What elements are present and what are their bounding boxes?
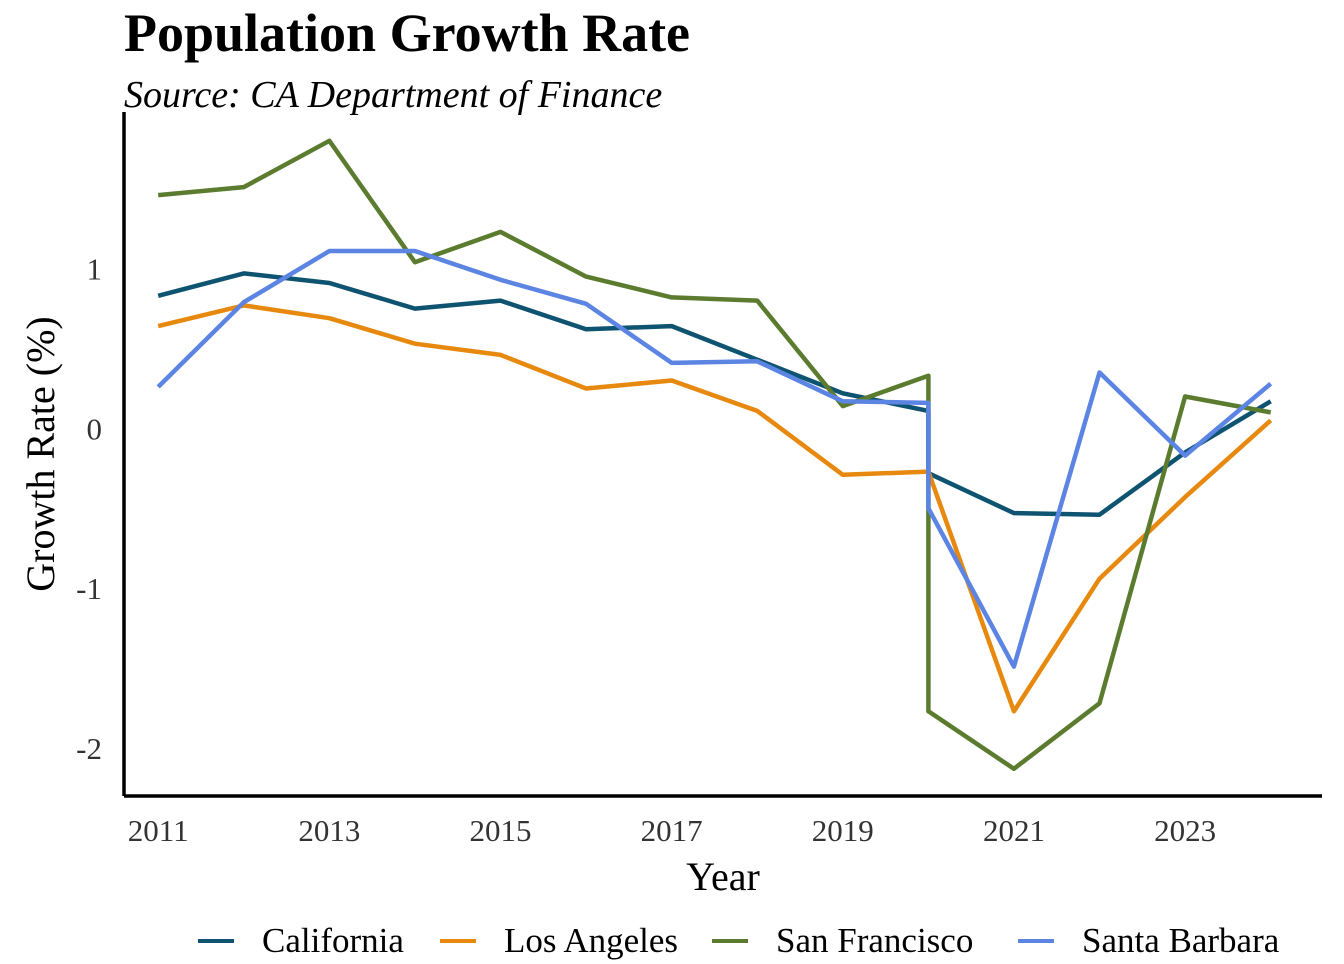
legend-item-san-francisco: San Francisco	[712, 918, 973, 964]
legend-key	[712, 939, 748, 943]
y-tick-label: -2	[76, 731, 102, 766]
chart-legend: California Los Angeles San Francisco Santa …	[0, 918, 1344, 964]
x-tick-label: 2019	[812, 813, 874, 848]
legend-label: Los Angeles	[504, 921, 679, 960]
legend-item-california: California	[198, 918, 404, 964]
x-tick-labels: 2011 2013 2015 2017 2019 2021 2023	[128, 813, 1216, 848]
legend-label: San Francisco	[776, 921, 974, 960]
x-axis-title: Year	[686, 854, 760, 899]
x-tick-label: 2023	[1154, 813, 1216, 848]
legend-item-los-angeles: Los Angeles	[440, 918, 678, 964]
legend-item-santa-barbara: Santa Barbara	[1018, 918, 1279, 964]
legend-key	[198, 939, 234, 943]
series-line-los-angeles	[157, 303, 1273, 714]
legend-key	[1018, 939, 1054, 943]
chart-subtitle: Source: CA Department of Finance	[124, 74, 663, 116]
x-tick-label: 2011	[128, 813, 189, 848]
y-tick-labels: -2 -1 0 1	[76, 252, 102, 766]
series-line-santa-barbara	[156, 248, 1273, 669]
y-tick-label: 0	[87, 411, 103, 446]
x-tick-label: 2017	[641, 813, 703, 848]
legend-key	[440, 939, 476, 943]
series-line-san-francisco	[157, 138, 1272, 772]
y-tick-label: -1	[76, 571, 102, 606]
series-layer	[156, 138, 1273, 772]
y-axis-title: Growth Rate (%)	[18, 316, 63, 591]
legend-label: Santa Barbara	[1082, 921, 1280, 960]
x-tick-label: 2013	[298, 813, 360, 848]
y-tick-label: 1	[87, 252, 103, 287]
x-tick-label: 2021	[983, 813, 1045, 848]
chart-title: Population Growth Rate	[124, 3, 691, 63]
x-tick-label: 2015	[470, 813, 532, 848]
legend-label: California	[262, 921, 404, 960]
